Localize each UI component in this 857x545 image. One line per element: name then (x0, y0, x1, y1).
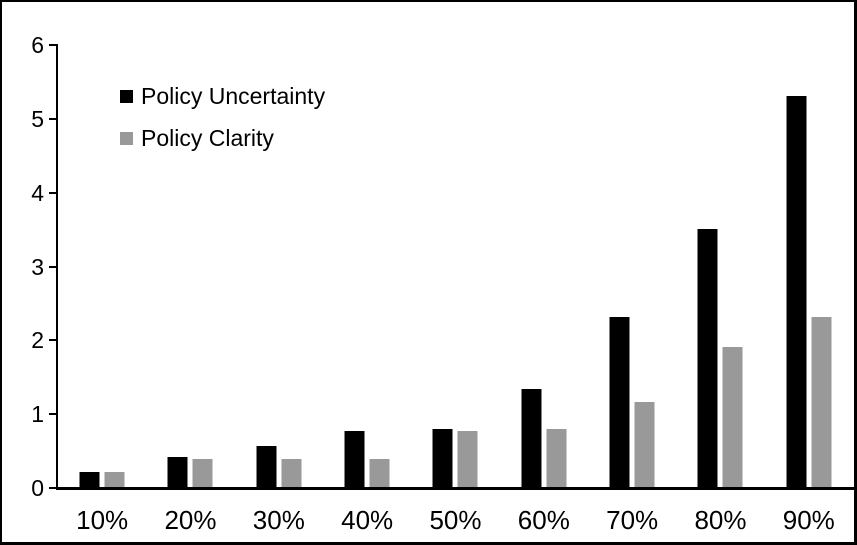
x-axis-label: 70% (606, 505, 659, 535)
bar-group-80% (676, 2, 764, 487)
bar-pair (167, 457, 213, 487)
bar-group-60% (500, 2, 588, 487)
bar-pair (79, 472, 125, 487)
bar-policy-clarity-10% (104, 472, 125, 487)
bar-group-40% (323, 2, 411, 487)
bar-policy-uncertainty-60% (521, 389, 542, 487)
y-axis-tick (49, 487, 56, 489)
y-axis-tick (49, 339, 56, 342)
legend-item: Policy Uncertainty (120, 83, 325, 109)
x-axis-label: 50% (429, 505, 482, 535)
bar-policy-clarity-60% (546, 429, 567, 487)
bar-policy-uncertainty-10% (79, 472, 100, 487)
y-axis-tick (49, 44, 56, 46)
bar-policy-uncertainty-20% (167, 457, 188, 487)
bar-pair (697, 229, 743, 487)
y-axis-tick-label: 0 (31, 475, 44, 501)
bar-policy-uncertainty-80% (697, 229, 718, 487)
x-axis-label: 30% (252, 505, 305, 535)
x-axis-label: 10% (76, 505, 129, 535)
bar-pair (609, 317, 655, 487)
bar-policy-clarity-30% (281, 459, 302, 487)
y-axis-tick (49, 117, 56, 120)
bar-policy-uncertainty-30% (256, 446, 277, 487)
x-axis-label: 60% (517, 505, 570, 535)
plot-area (58, 2, 853, 487)
x-axis-labels: 10% 20% 30% 40% 50% 60% 70% 80% 90% (58, 505, 853, 536)
bar-pair (344, 431, 390, 487)
y-axis-tick (49, 265, 56, 268)
bar-policy-uncertainty-90% (786, 96, 807, 487)
x-axis-label: 20% (164, 505, 217, 535)
y-axis-tick-label: 1 (31, 401, 44, 428)
y-axis-line (56, 44, 58, 490)
y-axis-tick-label: 3 (31, 253, 44, 280)
legend-swatch-icon (120, 131, 133, 145)
bar-policy-uncertainty-50% (432, 429, 453, 487)
bar-group-50% (411, 2, 499, 487)
bar-policy-clarity-50% (457, 431, 478, 487)
bar-pair (432, 429, 478, 487)
bar-group-20% (146, 2, 234, 487)
x-axis-label: 40% (341, 505, 394, 535)
bar-policy-clarity-70% (634, 402, 655, 487)
y-axis-tick (49, 191, 56, 194)
bar-group-30% (235, 2, 323, 487)
x-axis-label: 90% (782, 505, 835, 535)
legend-item: Policy Clarity (120, 125, 325, 151)
y-axis-tick-label: 6 (31, 32, 44, 58)
bar-policy-uncertainty-40% (344, 431, 365, 487)
bar-group-70% (588, 2, 676, 487)
bar-policy-clarity-40% (369, 459, 390, 487)
bar-policy-clarity-80% (722, 347, 743, 487)
bar-pair (786, 96, 832, 487)
legend-label: Policy Clarity (141, 124, 274, 151)
y-axis-tick (49, 413, 56, 416)
y-axis-tick-label: 4 (31, 179, 44, 206)
x-axis-line (56, 487, 854, 490)
bar-group-90% (765, 2, 853, 487)
x-axis-label: 80% (694, 505, 747, 535)
legend-swatch-icon (120, 89, 133, 103)
chart-legend: Policy Uncertainty Policy Clarity (120, 83, 325, 167)
bar-pair (256, 446, 302, 487)
bar-policy-clarity-20% (192, 459, 213, 487)
bar-pair (521, 389, 567, 487)
y-axis-tick-label: 2 (31, 327, 44, 354)
bar-group-10% (58, 2, 146, 487)
y-axis-tick-label: 5 (31, 105, 44, 132)
bar-policy-clarity-90% (811, 317, 832, 487)
legend-label: Policy Uncertainty (141, 82, 326, 109)
bar-policy-uncertainty-70% (609, 317, 630, 487)
